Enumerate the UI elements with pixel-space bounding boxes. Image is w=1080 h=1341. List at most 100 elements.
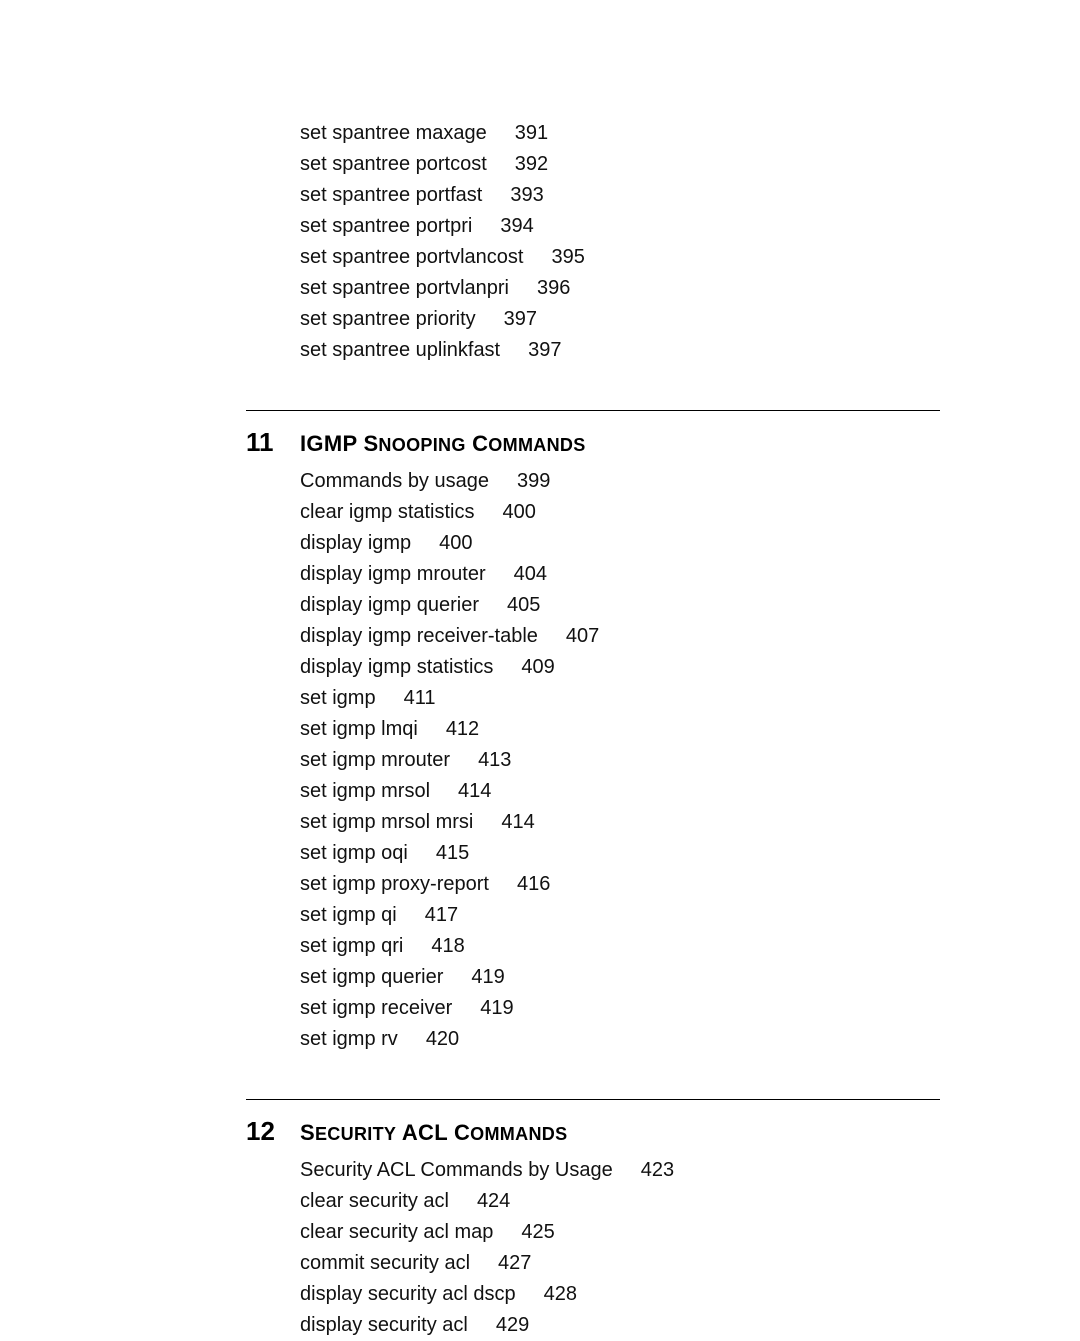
toc-entry-cmd: display security acl (300, 1314, 468, 1336)
toc-entry-cmd: set igmp receiver (300, 997, 452, 1019)
toc-entry-cmd: commit security acl (300, 1252, 470, 1274)
toc-entry-page: 415 (436, 842, 469, 864)
toc-entry: commit security acl 427 (300, 1248, 940, 1279)
toc-entry-page: 399 (517, 470, 550, 492)
toc-entry: set igmp querier419 (300, 962, 940, 993)
toc-entry: Commands by usage399 (300, 466, 940, 497)
toc-entry-page: 391 (515, 122, 548, 144)
toc-entry: display igmp statistics 409 (300, 652, 940, 683)
toc-entry-cmd: set spantree portfast (300, 184, 482, 206)
toc-entry-cmd: set spantree portvlanpri (300, 277, 509, 299)
toc-entry: set igmp qi 417 (300, 900, 940, 931)
toc-entry-page: 423 (641, 1159, 674, 1181)
toc-entry-page: 393 (510, 184, 543, 206)
toc-entry: display igmp 400 (300, 528, 940, 559)
toc-entry: set igmp mrsol mrsi414 (300, 807, 940, 838)
toc-entry-page: 416 (517, 873, 550, 895)
toc-entry: set spantree uplinkfast 397 (300, 335, 940, 366)
toc-entry-cmd: display igmp statistics (300, 656, 493, 678)
toc-entry: set igmp qri 418 (300, 931, 940, 962)
toc-entry-cmd: set spantree uplinkfast (300, 339, 500, 361)
toc-entry-page: 424 (477, 1190, 510, 1212)
toc-entry: display security acl 429 (300, 1310, 940, 1341)
toc-entry-page: 400 (503, 501, 536, 523)
toc-entry-page: 419 (480, 997, 513, 1019)
toc-entry-cmd: clear security acl (300, 1190, 449, 1212)
toc-entry-cmd: set igmp mrouter (300, 749, 450, 771)
toc-entry-cmd: display igmp (300, 532, 411, 554)
toc-entry-cmd: set spantree portpri (300, 215, 472, 237)
toc-page: set spantree maxage 391 set spantree port… (0, 0, 1080, 1341)
toc-entry-page: 407 (566, 625, 599, 647)
toc-entry-page: 429 (496, 1314, 529, 1336)
toc-entry-cmd: set igmp lmqi (300, 718, 418, 740)
toc-entry: clear security acl 424 (300, 1186, 940, 1217)
toc-entry: set spantree priority 397 (300, 304, 940, 335)
toc-entry: display igmp receiver-table 407 (300, 621, 940, 652)
toc-entry-cmd: display igmp mrouter (300, 563, 486, 585)
toc-entry-page: 400 (439, 532, 472, 554)
toc-entry: clear igmp statistics400 (300, 497, 940, 528)
toc-entry-page: 411 (404, 687, 436, 709)
toc-entry-page: 392 (515, 153, 548, 175)
toc-entry-cmd: set igmp rv (300, 1028, 398, 1050)
toc-entry-cmd: set spantree maxage (300, 122, 487, 144)
toc-entry-page: 409 (521, 656, 554, 678)
toc-entry: Security ACL Commands by Usage 423 (300, 1155, 940, 1186)
toc-entry: set spantree maxage 391 (300, 118, 940, 149)
toc-entry: set spantree portvlanpri396 (300, 273, 940, 304)
toc-entry-page: 420 (426, 1028, 459, 1050)
toc-entry: set igmp mrouter 413 (300, 745, 940, 776)
section-title: IGMP SNOOPING COMMANDS (300, 431, 586, 457)
toc-entry: set igmp 411 (300, 683, 940, 714)
toc-entry-page: 395 (551, 246, 584, 268)
toc-lead-block: set spantree maxage 391 set spantree port… (300, 118, 940, 366)
toc-entry-page: 397 (528, 339, 561, 361)
toc-entry-cmd: set spantree portvlancost (300, 246, 523, 268)
toc-section-entries: Security ACL Commands by Usage 423 clear … (300, 1155, 940, 1341)
toc-entry: display igmp mrouter 404 (300, 559, 940, 590)
toc-entry: set spantree portvlancost 395 (300, 242, 940, 273)
toc-entry: set spantree portfast 393 (300, 180, 940, 211)
toc-entry-cmd: display igmp receiver-table (300, 625, 538, 647)
toc-entry-page: 427 (498, 1252, 531, 1274)
toc-entry-cmd: display igmp querier (300, 594, 479, 616)
toc-entry-page: 425 (521, 1221, 554, 1243)
toc-section: 12 SECURITY ACL COMMANDS Security ACL Co… (246, 1099, 940, 1341)
toc-entry-cmd: set igmp mrsol (300, 780, 430, 802)
toc-entry-page: 394 (500, 215, 533, 237)
toc-entry-page: 412 (446, 718, 479, 740)
toc-entry-cmd: set igmp qi (300, 904, 397, 926)
section-header: 12 SECURITY ACL COMMANDS (246, 1099, 940, 1147)
toc-entry-page: 417 (425, 904, 458, 926)
toc-entry: set igmp proxy-report416 (300, 869, 940, 900)
toc-entry: set igmp lmqi 412 (300, 714, 940, 745)
toc-entry-page: 428 (544, 1283, 577, 1305)
toc-entry: clear security acl map425 (300, 1217, 940, 1248)
toc-entry-page: 414 (501, 811, 534, 833)
section-title-text: SECURITY ACL COMMANDS (300, 1120, 567, 1145)
section-title: SECURITY ACL COMMANDS (300, 1120, 567, 1146)
toc-entry-cmd: display security acl dscp (300, 1283, 516, 1305)
toc-entry: set igmp receiver 419 (300, 993, 940, 1024)
toc-entry-cmd: Security ACL Commands by Usage (300, 1159, 613, 1181)
toc-entry-page: 413 (478, 749, 511, 771)
toc-entry: set igmp rv 420 (300, 1024, 940, 1055)
toc-entry: set igmp oqi415 (300, 838, 940, 869)
section-title-text: IGMP SNOOPING COMMANDS (300, 431, 586, 456)
toc-section-entries: Commands by usage399 clear igmp statisti… (300, 466, 940, 1055)
toc-entry-page: 418 (431, 935, 464, 957)
toc-entry-cmd: set spantree priority (300, 308, 476, 330)
section-number: 11 (246, 427, 300, 458)
toc-entry-cmd: set igmp (300, 687, 376, 709)
toc-entry: display igmp querier405 (300, 590, 940, 621)
toc-entry: display security acl dscp 428 (300, 1279, 940, 1310)
toc-entry-page: 397 (504, 308, 537, 330)
toc-entry-cmd: set igmp qri (300, 935, 403, 957)
toc-entry-cmd: set spantree portcost (300, 153, 487, 175)
toc-entry: set spantree portpri 394 (300, 211, 940, 242)
toc-entry: set igmp mrsol414 (300, 776, 940, 807)
toc-entry-page: 404 (514, 563, 547, 585)
toc-entry: set spantree portcost 392 (300, 149, 940, 180)
toc-entry-cmd: set igmp querier (300, 966, 443, 988)
